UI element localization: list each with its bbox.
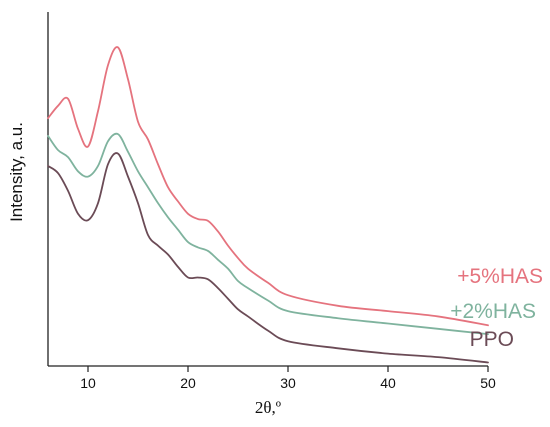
x-tick-label-20: 20 — [180, 375, 196, 391]
series-line-2 — [47, 46, 489, 327]
x-axis-label: 2θ,º — [255, 398, 281, 417]
series-label-5has: +5%HAS — [457, 265, 543, 288]
series-label-ppo: PPO — [470, 328, 514, 351]
x-ticks: 10 20 30 40 50 — [80, 366, 496, 391]
x-tick-label-10: 10 — [80, 375, 96, 391]
series-group — [47, 46, 489, 364]
series-line-0 — [47, 152, 489, 364]
y-axis-label: Intensity, a.u. — [7, 122, 26, 222]
x-tick-label-30: 30 — [280, 375, 296, 391]
x-tick-label-40: 40 — [380, 375, 396, 391]
series-line-1 — [47, 132, 489, 336]
x-tick-label-50: 50 — [480, 375, 496, 391]
series-label-2has: +2%HAS — [450, 300, 536, 323]
